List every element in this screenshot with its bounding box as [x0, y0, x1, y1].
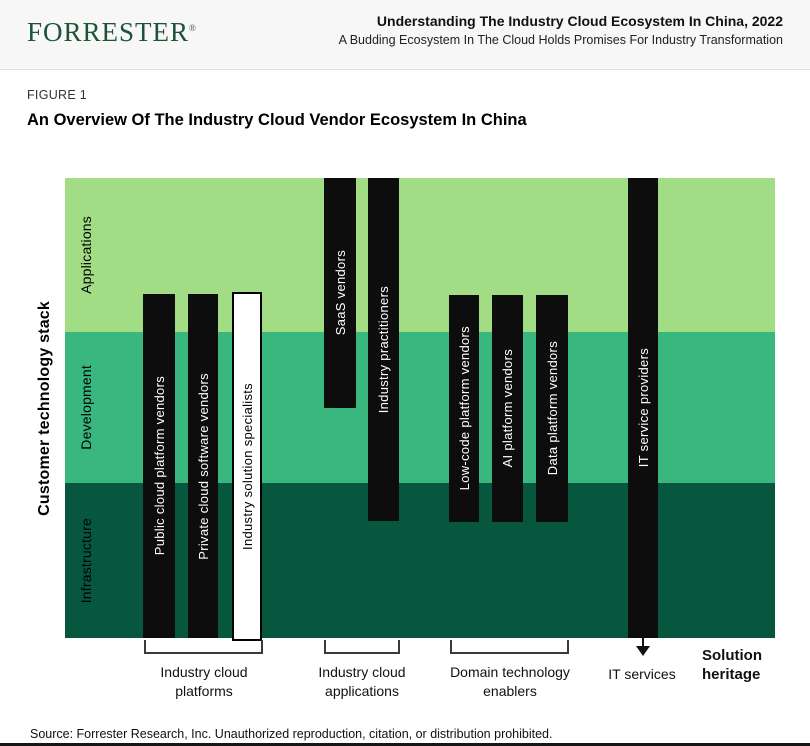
- customer-technology-stack-axis: Customer technology stack: [33, 178, 57, 638]
- vendor-bar-label: Private cloud software vendors: [195, 372, 211, 560]
- group-label-domain-technology-enablers: Domain technology enablers: [450, 664, 570, 699]
- vendor-bar-industry-practitioners: Industry practitioners: [368, 178, 399, 521]
- band-applications-label: Applications: [78, 216, 94, 294]
- group-label-it-services: IT services: [608, 666, 676, 682]
- vendor-bar-low-code-platform-vendors: Low-code platform vendors: [449, 295, 479, 522]
- stack-chart: Applications Development Infrastructure …: [65, 178, 775, 641]
- vendor-bar-ai-platform-vendors: AI platform vendors: [492, 295, 523, 522]
- vendor-bar-label: AI platform vendors: [500, 349, 515, 468]
- report-subtitle: A Budding Ecosystem In The Cloud Holds P…: [338, 33, 783, 47]
- bottom-rule: [0, 743, 810, 746]
- vendor-bar-label: SaaS vendors: [332, 250, 348, 336]
- vendor-bar-it-service-providers: IT service providers: [628, 178, 658, 638]
- report-header: FORRESTER® Understanding The Industry Cl…: [0, 0, 810, 70]
- stack-axis-label: Customer technology stack: [36, 300, 53, 516]
- group-bracket-domain-technology-enablers: [450, 640, 569, 654]
- group-bracket-industry-cloud-applications: [324, 640, 400, 654]
- band-development-label: Development: [78, 365, 94, 450]
- group-label-industry-cloud-platforms: Industry cloud platforms: [160, 664, 248, 699]
- down-arrow-icon: [642, 638, 644, 647]
- vendor-bar-label: IT service providers: [635, 348, 651, 468]
- report-title: Understanding The Industry Cloud Ecosyst…: [376, 13, 783, 29]
- vendor-bar-label: Industry practitioners: [376, 285, 391, 414]
- registered-trademark-icon: ®: [189, 23, 197, 33]
- forrester-logo: FORRESTER®: [27, 17, 197, 48]
- vendor-bar-industry-solution-specialists: Industry solution specialists: [232, 292, 262, 641]
- vendor-bar-public-cloud-platform-vendors: Public cloud platform vendors: [143, 294, 175, 638]
- vendor-bar-data-platform-vendors: Data platform vendors: [536, 295, 568, 522]
- source-note: Source: Forrester Research, Inc. Unautho…: [30, 727, 553, 741]
- forrester-logo-text: FORRESTER: [27, 17, 190, 47]
- group-bracket-industry-cloud-platforms: [144, 640, 263, 654]
- solution-heritage-label: Solution heritage: [702, 647, 762, 683]
- vendor-bar-saas-vendors: SaaS vendors: [324, 178, 356, 408]
- vendor-bar-label: Data platform vendors: [544, 341, 560, 476]
- vendor-bar-private-cloud-software-vendors: Private cloud software vendors: [188, 294, 218, 638]
- vendor-bar-label: Low-code platform vendors: [456, 326, 472, 491]
- band-infrastructure-label: Infrastructure: [78, 517, 94, 604]
- figure-title: An Overview Of The Industry Cloud Vendor…: [27, 111, 527, 129]
- vendor-bar-label: Public cloud platform vendors: [151, 376, 167, 556]
- vendor-bar-label: Industry solution specialists: [239, 383, 255, 550]
- down-arrow-head-icon: [636, 646, 650, 656]
- figure-number: FIGURE 1: [27, 88, 88, 102]
- group-label-industry-cloud-applications: Industry cloud applications: [318, 664, 406, 699]
- report-title-block: Understanding The Industry Cloud Ecosyst…: [339, 13, 783, 47]
